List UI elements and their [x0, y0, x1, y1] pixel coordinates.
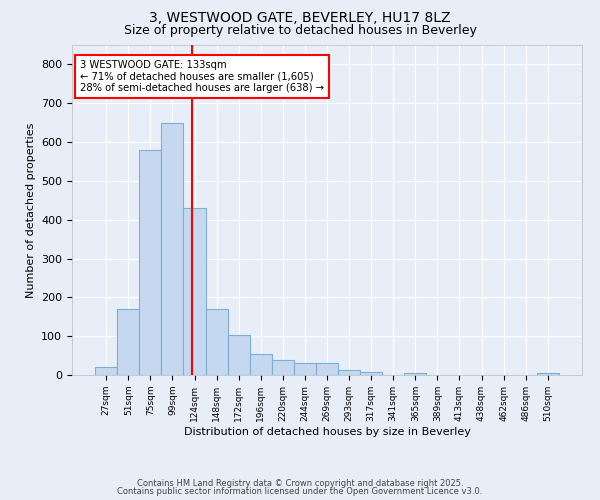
Bar — [206, 309, 227, 375]
Text: 3 WESTWOOD GATE: 133sqm
← 71% of detached houses are smaller (1,605)
28% of semi: 3 WESTWOOD GATE: 133sqm ← 71% of detache… — [80, 60, 323, 93]
X-axis label: Distribution of detached houses by size in Beverley: Distribution of detached houses by size … — [184, 426, 470, 436]
Text: Contains public sector information licensed under the Open Government Licence v3: Contains public sector information licen… — [118, 487, 482, 496]
Bar — [404, 373, 427, 375]
Bar — [272, 360, 294, 375]
Y-axis label: Number of detached properties: Number of detached properties — [26, 122, 35, 298]
Bar — [117, 309, 139, 375]
Bar — [227, 335, 250, 375]
Bar — [139, 150, 161, 375]
Bar — [338, 370, 360, 375]
Bar — [316, 364, 338, 375]
Text: 3, WESTWOOD GATE, BEVERLEY, HU17 8LZ: 3, WESTWOOD GATE, BEVERLEY, HU17 8LZ — [149, 11, 451, 25]
Bar — [184, 208, 206, 375]
Bar — [95, 367, 117, 375]
Bar — [161, 124, 184, 375]
Text: Size of property relative to detached houses in Beverley: Size of property relative to detached ho… — [124, 24, 476, 37]
Text: Contains HM Land Registry data © Crown copyright and database right 2025.: Contains HM Land Registry data © Crown c… — [137, 478, 463, 488]
Bar — [250, 354, 272, 375]
Bar — [360, 372, 382, 375]
Bar — [294, 364, 316, 375]
Bar — [537, 373, 559, 375]
